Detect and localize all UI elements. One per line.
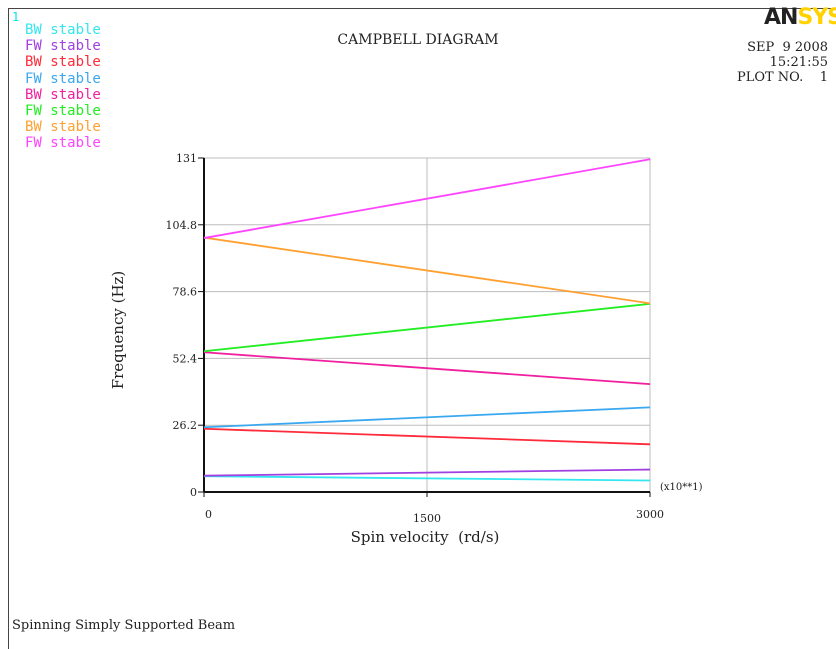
x-tick-label: 1500 xyxy=(413,512,441,525)
y-tick-label: 104.8 xyxy=(166,219,198,232)
plot-index: 1 xyxy=(12,10,20,24)
footer-caption: Spinning Simply Supported Beam xyxy=(12,618,236,633)
brand-ys: SYS xyxy=(797,5,836,30)
brand-an: AN xyxy=(764,5,798,30)
legend-entry: BW stable xyxy=(25,54,101,71)
legend-entry: FW stable xyxy=(25,103,101,120)
series-line xyxy=(203,236,651,305)
plot-date: SEP 9 2008 xyxy=(747,40,828,55)
series-line xyxy=(203,406,651,429)
campbell-chart: 0 26.2 52.4 78.6 104.8 131 0 1500 3000 (x10**1) xyxy=(166,152,703,525)
x-tick-label: 3000 xyxy=(636,508,664,521)
x-tick-label: 0 xyxy=(205,508,212,521)
legend-entry: FW stable xyxy=(25,38,101,55)
y-tick-label: 52.4 xyxy=(173,352,198,365)
series-line xyxy=(203,475,651,482)
x-multiplier-label: (x10**1) xyxy=(660,482,703,493)
y-tick-label: 26.2 xyxy=(173,419,198,432)
plot-number: PLOT NO. 1 xyxy=(736,70,828,85)
legend-entry: BW stable xyxy=(25,119,101,136)
series-line xyxy=(203,468,651,477)
plot-meta: SEP 9 2008 15:21:55 PLOT NO. 1 xyxy=(737,40,828,85)
plot-time: 15:21:55 xyxy=(769,55,828,70)
series-line xyxy=(203,158,651,239)
legend: BW stable FW stable BW stable FW stable BW s… xyxy=(25,22,101,152)
brand-logo: ANSYS xyxy=(764,5,836,30)
legend-entry: BW stable xyxy=(25,22,101,38)
x-axis-label: Spin velocity (rd/s) xyxy=(350,528,500,546)
series-line xyxy=(203,302,651,353)
series-line xyxy=(203,427,651,446)
y-axis-label: Frequency (Hz) xyxy=(109,270,127,390)
y-tick-label: 78.6 xyxy=(173,286,198,299)
series-line xyxy=(203,351,651,386)
legend-entry: FW stable xyxy=(25,135,101,152)
legend-entry: FW stable xyxy=(25,70,101,87)
y-tick-label: 131 xyxy=(176,152,197,165)
legend-entry: BW stable xyxy=(25,86,101,103)
plot-frame xyxy=(8,8,835,649)
y-tick-label: 0 xyxy=(190,486,197,499)
chart-title: CAMPBELL DIAGRAM xyxy=(337,32,499,48)
